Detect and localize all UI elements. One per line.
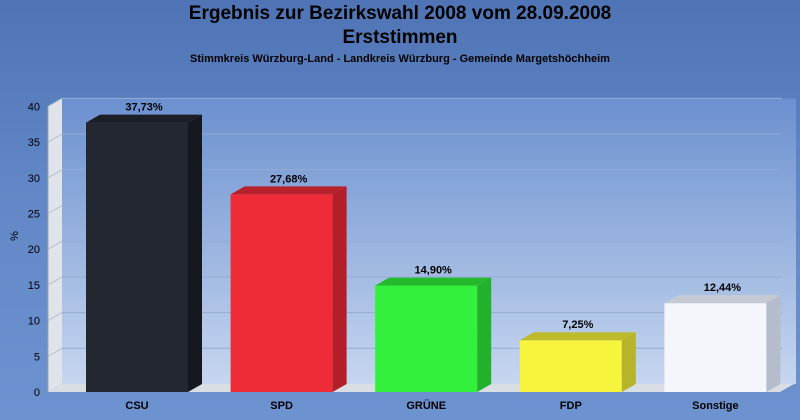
x-axis: CSU SPD GRÜNE FDP Sonstige	[125, 399, 738, 412]
chart-title: Ergebnis zur Bezirkswahl 2008 vom 28.09.…	[188, 3, 612, 24]
bar: 7,25%	[519, 319, 636, 392]
bar-front	[230, 194, 333, 392]
gridline-side	[47, 240, 63, 250]
y-tick-label: 10	[28, 316, 40, 328]
bar: 37,73%	[86, 102, 202, 393]
y-tick-label: 30	[28, 173, 40, 185]
bar-side	[621, 332, 636, 392]
bar-top	[519, 332, 636, 341]
gridline-side	[47, 169, 63, 179]
bar-top	[664, 295, 781, 304]
y-tick-label: 25	[28, 209, 40, 221]
y-tick-label: 15	[28, 280, 40, 292]
bar: 14,90%	[375, 265, 492, 392]
bar-side	[332, 186, 347, 392]
bar: 27,68%	[230, 173, 347, 392]
y-tick-label: 0	[34, 387, 40, 399]
gridline-side	[47, 347, 63, 357]
y-tick-label: 35	[28, 137, 40, 149]
y-axis-label: %	[9, 231, 21, 241]
data-label: 27,68%	[270, 173, 308, 185]
y-tick-label: 40	[28, 101, 40, 113]
x-tick-label: SPD	[270, 400, 293, 412]
y-tick-label: 5	[34, 351, 40, 363]
x-tick-label: Sonstige	[692, 400, 738, 412]
bar-front	[519, 340, 622, 392]
gridline-side	[47, 276, 63, 286]
gridline-side	[47, 133, 63, 143]
bar-side	[188, 114, 202, 393]
bar-top	[375, 277, 492, 286]
bar-front	[86, 122, 188, 393]
data-label: 7,25%	[562, 319, 593, 331]
bar-top	[230, 186, 347, 195]
x-tick-label: FDP	[560, 400, 582, 412]
bar-side	[477, 277, 492, 392]
x-tick-label: GRÜNE	[406, 399, 446, 412]
gridline-side	[47, 312, 63, 322]
bar-front	[664, 303, 767, 392]
data-label: 12,44%	[704, 282, 742, 294]
bar: 12,44%	[664, 282, 781, 392]
chart-subtitle: Stimmkreis Würzburg-Land - Landkreis Wür…	[190, 53, 610, 65]
y-tick-label: 20	[28, 244, 40, 256]
chart-title-2: Erststimmen	[342, 27, 458, 48]
gridline-side	[47, 97, 63, 107]
gridline-side	[47, 205, 63, 214]
y-axis: 0 5 10 15 20 25 30 35 40	[28, 101, 40, 399]
x-tick-label: CSU	[125, 400, 148, 412]
bar-top	[86, 114, 202, 123]
data-label: 14,90%	[415, 265, 453, 277]
bar-side	[766, 295, 781, 392]
bars: 37,73% 27,68% 14,90% 7,25% 12,44%	[86, 102, 781, 393]
data-label: 37,73%	[125, 102, 163, 114]
bar-front	[375, 285, 478, 392]
